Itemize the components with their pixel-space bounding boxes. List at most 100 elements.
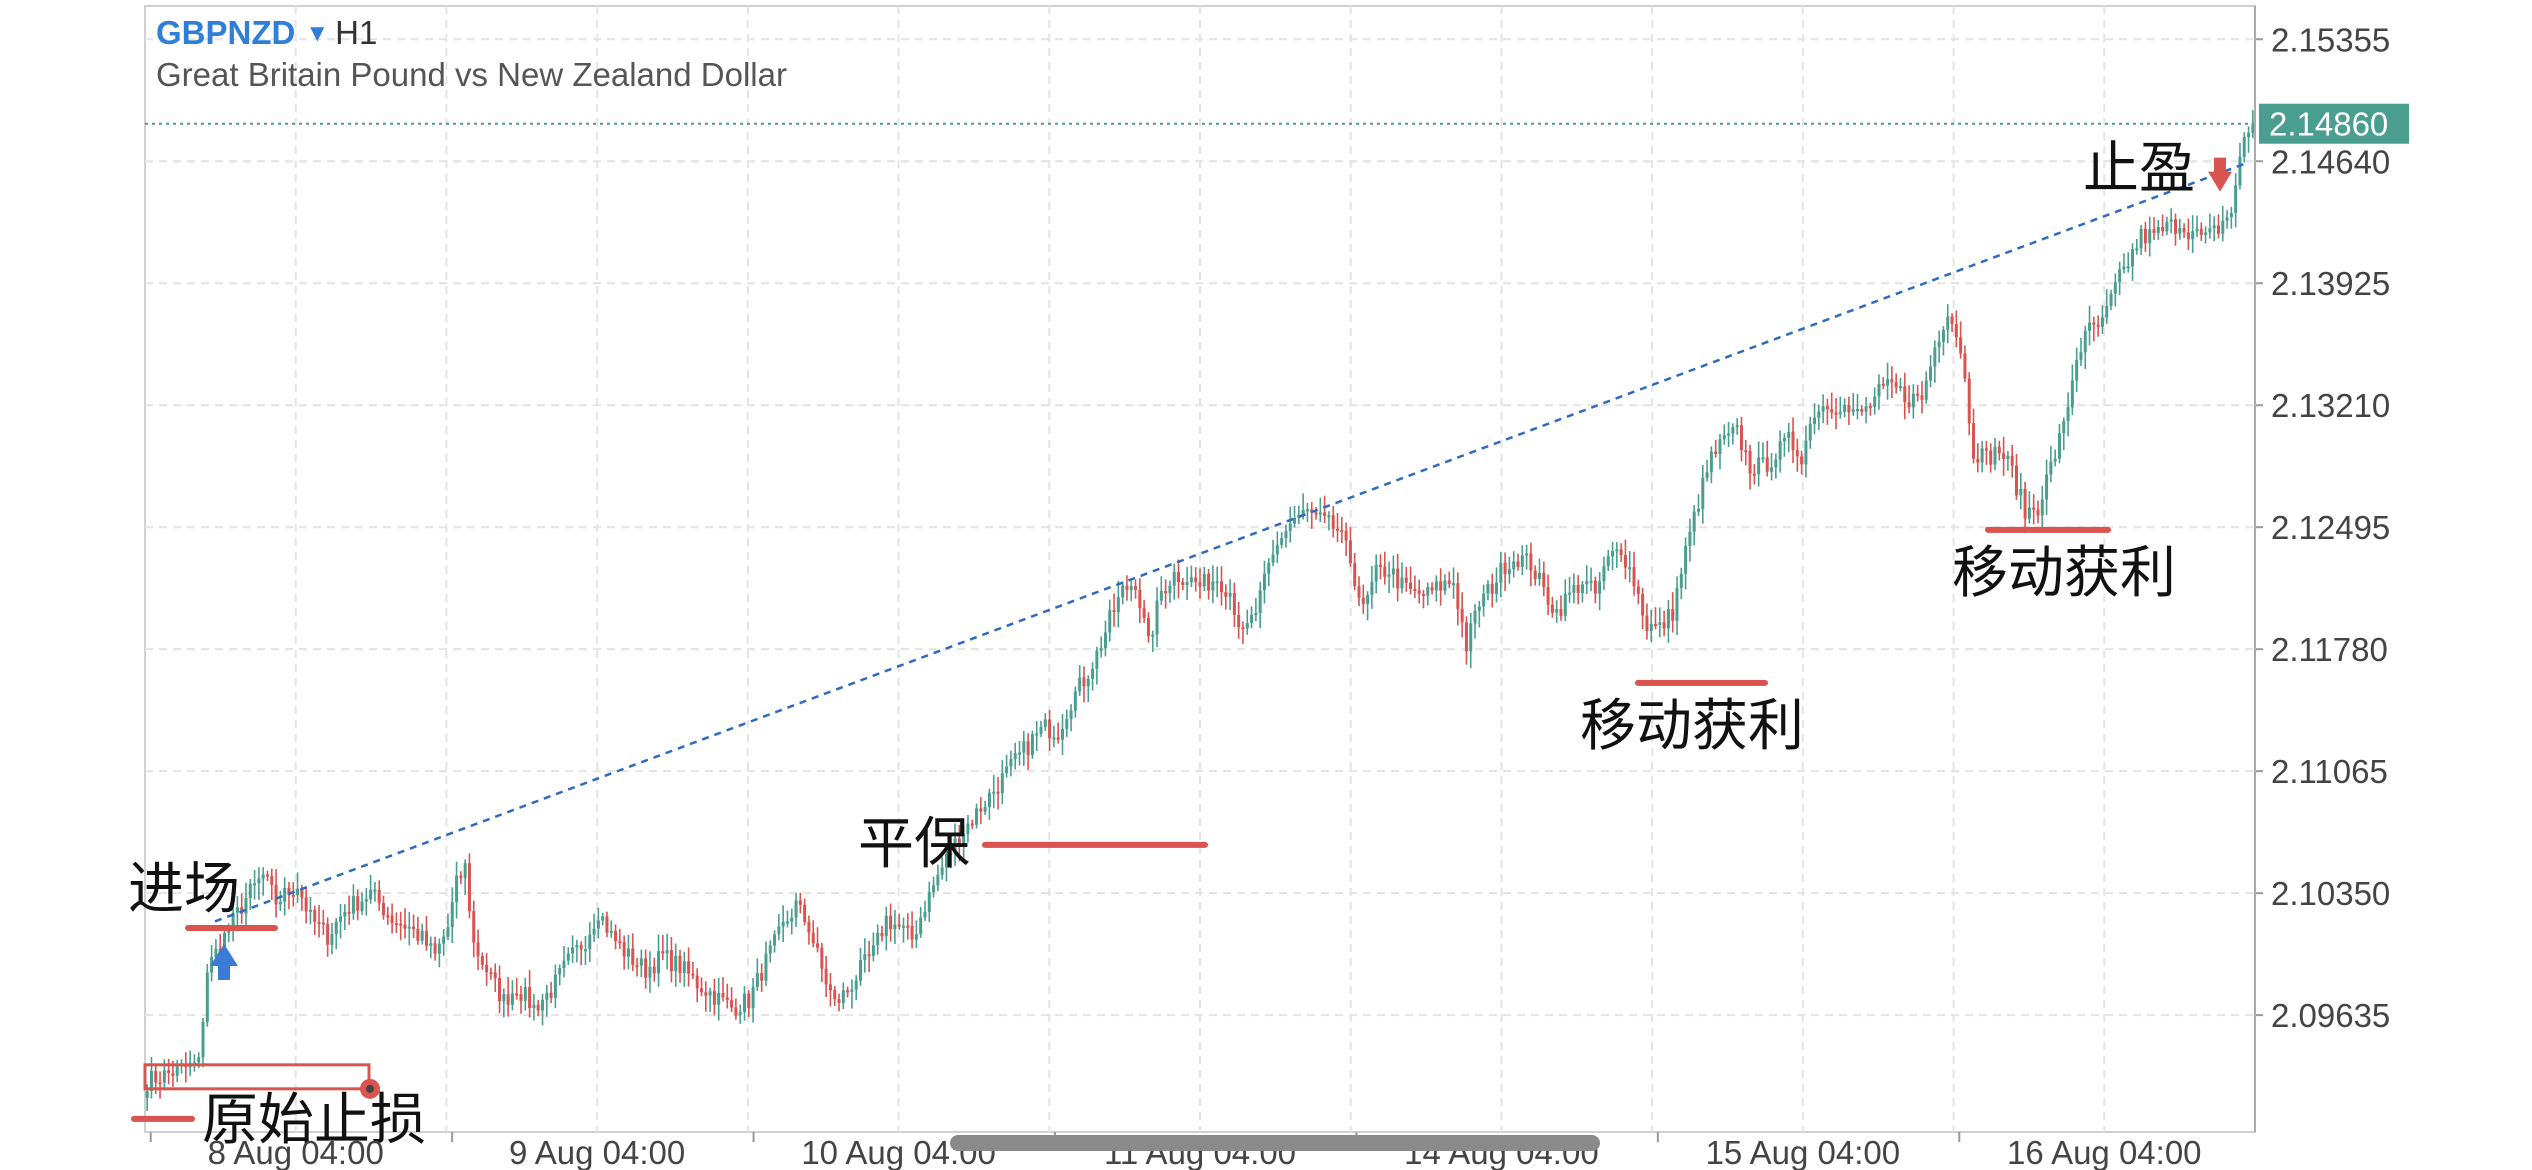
candle-body [360,901,364,911]
candle-body [2049,461,2053,475]
candle-body [901,925,905,928]
y-tick-label: 2.10350 [2271,875,2390,912]
candle-body [1091,668,1095,679]
candle-body [1941,329,1945,342]
candle-body [575,944,579,948]
candle-body [532,1004,536,1009]
candle-body [2079,352,2083,360]
candle-body [1469,623,1473,652]
chevron-down-icon[interactable]: ▼ [305,20,330,47]
candle-body [1267,562,1271,574]
current-price-label: 2.14860 [2269,106,2388,143]
candle-body [1030,734,1034,755]
symbol-name[interactable]: GBPNZD [156,14,296,51]
candle-body [1374,564,1378,582]
candle-body [816,943,820,948]
candle-body [287,887,291,895]
candle-body [437,943,441,954]
candle-body [1039,727,1043,734]
candle-body [1426,586,1430,596]
candle-body [1344,530,1348,541]
candle-body [1490,584,1494,594]
candle-body [562,960,566,969]
candle-body [2173,219,2177,234]
candle-body [1155,600,1159,635]
candle-body [1933,347,1937,367]
candle-body [1537,572,1541,579]
candle-body [2092,322,2096,325]
candle-body [506,994,510,1005]
candle-body [657,951,661,974]
candle-body [725,997,729,1001]
candle-body [717,992,721,1005]
candle-body [1589,580,1593,583]
candle-body [1099,648,1103,651]
candle-body [854,980,858,990]
candle-body [1460,608,1464,623]
candle-body [1507,569,1511,575]
candle-body [2195,228,2199,232]
candle-body [321,922,325,925]
candle-body [326,923,330,945]
stop-loss-label: 原始止损 [202,1088,426,1153]
candle-body [704,992,708,996]
candle-body [1619,549,1623,556]
candle-body [1843,404,1847,412]
candle-body [1262,573,1266,591]
candle-body [987,792,991,808]
candle-body [2100,317,2104,327]
candle-body [2139,228,2143,249]
candle-body [407,926,411,929]
candle-body [1580,584,1584,594]
candle-body [1142,608,1146,618]
candle-body [1632,567,1636,587]
candle-body [476,942,480,956]
candle-body [1727,433,1731,436]
candle-body [807,921,811,933]
chart-header: GBPNZD ▼ H1 [156,14,377,52]
trailing-label-2: 移动获利 [1952,541,2176,606]
candle-body [343,911,347,917]
candle-body [1159,591,1163,601]
candle-body [1353,563,1357,587]
y-tick-label: 2.12495 [2271,509,2390,546]
candle-body [1430,586,1434,591]
candle-body [1550,604,1554,613]
candle-body [936,874,940,886]
candle-body [1052,737,1056,740]
candle-body [510,993,514,1005]
candle-body [2070,380,2074,408]
candle-body [571,947,575,954]
candle-body [502,994,506,1002]
candle-body [515,993,519,996]
candle-body [1636,586,1640,595]
candle-body [1284,531,1288,538]
candle-body [1744,450,1748,453]
candle-body [626,948,630,957]
candle-body [1598,581,1602,594]
candle-body [1391,568,1395,575]
candle-body [1800,456,1804,465]
candle-body [923,911,927,918]
timeframe-label[interactable]: H1 [335,14,378,51]
candle-body [639,958,643,966]
candle-body [1890,379,1894,383]
candle-body [687,961,691,974]
candle-body [1202,573,1206,587]
candle-body [1705,472,1709,478]
candle-body [1984,448,1988,451]
candle-body [1447,580,1451,584]
candle-body [1709,451,1713,473]
candle-body [1739,425,1743,451]
candle-body [1056,737,1060,740]
candle-body [235,907,239,913]
candle-body [592,928,596,935]
candle-body [1980,448,1984,463]
candle-body [2165,221,2169,232]
candle-body [1903,386,1907,403]
time-scrollbar[interactable] [950,1135,1600,1151]
candle-body [798,900,802,905]
candle-body [283,887,287,902]
candle-body [944,853,948,868]
